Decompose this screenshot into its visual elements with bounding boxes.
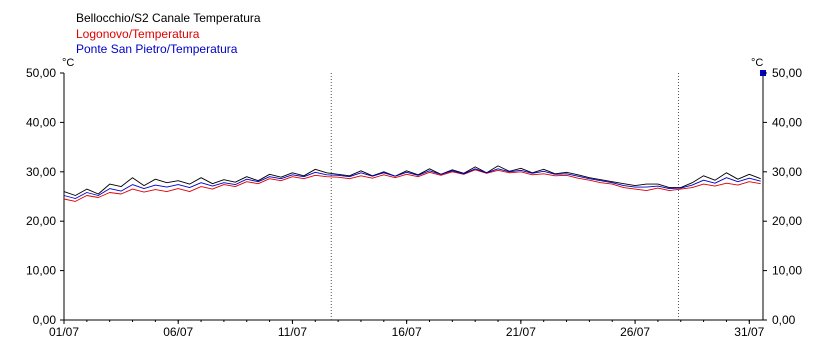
y-tick-label-left: 10,00: [26, 264, 56, 278]
series-line-1: [63, 169, 761, 202]
x-ticks: 01/07 06/07 11/07 16/07 21/07 26/07 31/07: [49, 320, 765, 339]
y-tick-label-right: 30,00: [772, 165, 802, 179]
event-markers: [330, 73, 679, 320]
y-tick-label-left: 50,00: [26, 66, 56, 80]
x-tick-label: 11/07: [278, 325, 307, 339]
legend-item-bellocchio: Bellocchio/S2 Canale Temperatura: [76, 11, 261, 25]
y-tick-label-right: 20,00: [772, 214, 802, 228]
y-tick-label-left: 40,00: [26, 115, 56, 129]
y-tick-label-right: 0,00: [772, 313, 796, 327]
left-y-unit: °C: [62, 57, 74, 69]
x-tick-label: 26/07: [620, 325, 650, 339]
x-tick-label: 06/07: [163, 325, 193, 339]
y-tick-label-left: 0,00: [33, 313, 57, 327]
axes: °C °C: [62, 57, 766, 321]
series-line-0: [63, 165, 761, 196]
x-tick-label: 16/07: [392, 325, 422, 339]
y-tick-label-right: 40,00: [772, 115, 802, 129]
y-tick-label-right: 50,00: [772, 66, 802, 80]
y-ticks: 0,00 0,00 10,00 10,00 20,00 20,00 30,00 30,00 40…: [26, 66, 802, 327]
chart-legend: Bellocchio/S2 Canale Temperatura Logonov…: [76, 11, 261, 58]
legend-item-ponte-san-pietro: Ponte San Pietro/Temperatura: [76, 42, 238, 56]
y-tick-label-left: 30,00: [26, 165, 56, 179]
y-tick-label-left: 20,00: [26, 214, 56, 228]
x-tick-label: 01/07: [49, 325, 79, 339]
right-y-unit: °C: [751, 57, 763, 69]
series-line-2: [63, 168, 761, 199]
x-tick-label: 31/07: [734, 325, 764, 339]
series-lines: [63, 165, 761, 202]
x-tick-label: 21/07: [506, 325, 536, 339]
y-tick-label-right: 10,00: [772, 264, 802, 278]
legend-item-logonovo: Logonovo/Temperatura: [76, 26, 200, 41]
